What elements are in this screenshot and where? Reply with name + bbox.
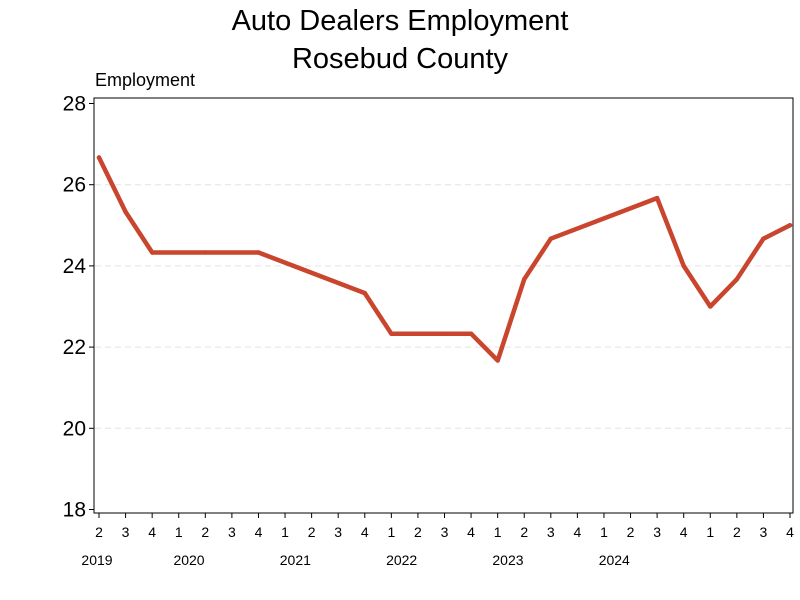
chart-title: Auto Dealers Employment Rosebud County [232,5,569,75]
x-tick-label: 1 [175,524,183,540]
y-axis: 18 20 22 24 26 28 [63,93,94,522]
x-tick-label: 2 [201,524,209,540]
x-tick-label: 4 [680,524,688,540]
x-tick-label: 1 [494,524,502,540]
x-tick-label: 3 [547,524,555,540]
x-tick-label: 4 [467,524,475,540]
x-tick-label: 3 [122,524,130,540]
y-axis-label: Employment [95,70,195,90]
x-year-label: 2023 [492,552,523,568]
x-tick-label: 2 [733,524,741,540]
y-tick-label: 18 [63,499,86,522]
x-tick-label: 2 [95,524,103,540]
data-point [442,331,447,336]
data-point [96,155,102,160]
data-point [548,236,553,241]
data-point [708,304,713,309]
data-point [522,277,527,282]
data-point [654,195,660,201]
title-line-1: Auto Dealers Employment [232,5,569,37]
x-tick-label: 4 [786,524,794,540]
series-line [96,155,793,363]
x-year-label: 2022 [386,552,417,568]
y-tick-label: 20 [63,417,86,440]
data-point [734,277,739,282]
data-point [203,250,208,255]
data-point [362,290,367,296]
x-tick-label: 4 [361,524,369,540]
data-point [761,236,766,241]
x-year-label: 2019 [81,552,112,568]
x-tick-label: 3 [653,524,661,540]
data-point [389,331,394,336]
x-tick-label: 3 [228,524,236,540]
y-tick-label: 24 [63,255,87,278]
data-point [123,209,128,215]
x-tick-label: 1 [600,524,608,540]
x-tick-label: 1 [281,524,289,540]
y-tick-label: 28 [63,93,86,116]
title-line-2: Rosebud County [292,43,509,75]
gridlines [95,184,792,429]
y-tick-label: 26 [63,174,86,197]
x-tick-label: 2 [308,524,316,540]
data-point [256,250,261,255]
x-tick-label: 3 [334,524,342,540]
x-tick-label: 2 [627,524,635,540]
x-year-label: 2021 [280,552,311,568]
x-tick-label: 2 [520,524,528,540]
x-tick-label: 4 [148,524,156,540]
plot-frame [93,97,794,514]
x-tick-label: 4 [573,524,581,540]
data-point [681,263,686,269]
x-tick-label: 1 [706,524,714,540]
series-group [96,155,793,363]
x-tick-label: 4 [255,524,263,540]
x-year-label: 2020 [173,552,204,568]
x-tick-label: 1 [387,524,395,540]
data-point [495,358,500,363]
data-point [468,331,474,336]
x-year-label: 2024 [599,552,630,568]
data-point [150,250,155,255]
x-tick-label: 3 [760,524,768,540]
x-tick-label: 2 [414,524,422,540]
data-point [787,223,793,228]
x-axis: 2 3 4 1 2 3 4 1 2 3 4 1 2 3 4 1 2 3 4 1 2 3 4 1 2 3 4 2019 2020 2021 2… [81,513,794,568]
x-tick-label: 3 [441,524,449,540]
y-tick-label: 22 [63,336,86,359]
